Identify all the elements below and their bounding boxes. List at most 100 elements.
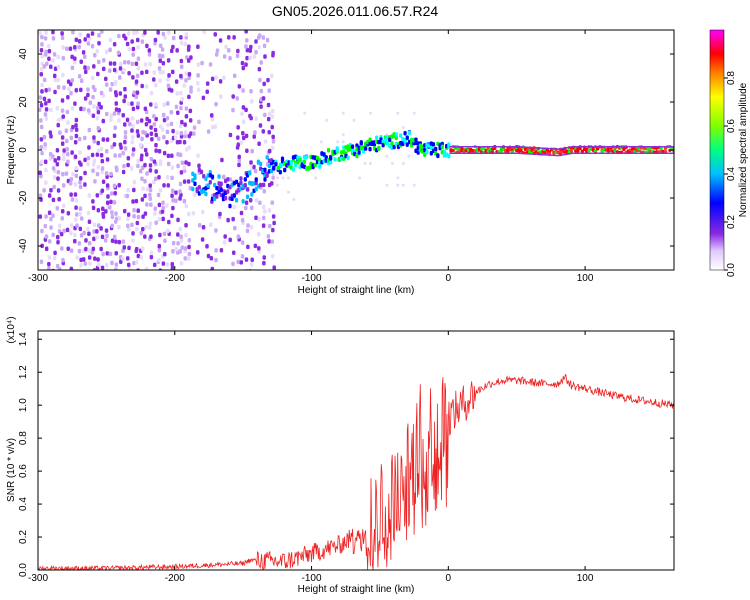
spectrogram-cell — [135, 129, 140, 134]
spectrogram-cell — [176, 232, 180, 237]
spectrogram-cell — [226, 177, 230, 182]
spectrogram-cell — [436, 153, 440, 159]
spectrogram-cell — [79, 216, 84, 221]
spectrogram-cell — [112, 111, 117, 116]
spectrogram-cell — [140, 165, 145, 170]
spectrogram-cell — [401, 162, 405, 165]
spectrogram-cell — [143, 30, 147, 35]
spectrogram-cell — [622, 152, 625, 154]
spectrogram-cell — [135, 90, 140, 95]
spectrogram-cell — [265, 37, 270, 43]
spectrogram-cell — [591, 146, 594, 148]
spectrogram-cell — [47, 255, 52, 260]
spectrogram-cell — [385, 141, 390, 146]
spectrogram-cell — [541, 153, 544, 156]
spectrogram-cell — [66, 159, 70, 164]
spectrogram-cell — [152, 159, 157, 164]
x-tick-label: 100 — [577, 573, 594, 584]
spectrogram-cell — [184, 71, 188, 76]
spectrogram-cell — [97, 33, 101, 38]
spectrogram-cell — [90, 152, 95, 158]
spectrogram-cell — [205, 81, 210, 86]
spectrogram-cell — [663, 152, 667, 154]
spectrogram-cell — [263, 54, 267, 59]
spectrogram-cell — [254, 215, 258, 221]
spectrogram-cell — [240, 240, 245, 245]
spectrogram-cell — [240, 254, 245, 259]
spectrogram-cell — [246, 223, 250, 228]
spectrogram-cell — [162, 134, 166, 140]
spectrogram-cell — [197, 119, 201, 125]
spectrogram-cell — [219, 247, 224, 253]
spectrogram-cell — [244, 30, 248, 34]
spectrogram-cell — [187, 145, 192, 150]
spectrogram-cell — [154, 220, 158, 225]
spectrogram-cell — [244, 133, 249, 139]
spectrogram-cell — [100, 158, 105, 164]
spectrogram-cell — [633, 152, 636, 154]
spectrogram-cell — [126, 216, 130, 221]
spectrogram-cell — [99, 105, 103, 110]
spectrogram-cell — [272, 165, 276, 171]
spectrogram-cell — [254, 197, 259, 203]
spectrogram-cell — [58, 130, 62, 135]
spectrogram-cell — [165, 116, 170, 121]
spectrogram-cell — [73, 182, 78, 187]
spectrogram-cell — [104, 111, 109, 117]
y-tick-label: 0.2 — [18, 530, 29, 544]
spectrogram-cell — [40, 34, 44, 40]
spectrogram-cell — [336, 140, 340, 144]
spectrogram-cell — [210, 174, 215, 180]
spectrogram-cell — [84, 238, 88, 243]
spectrogram-cell — [179, 35, 183, 40]
spectrogram-cell — [44, 88, 48, 93]
spectrogram-cell — [210, 266, 215, 270]
spectrogram-cell — [508, 146, 511, 148]
spectrogram-cell — [43, 112, 48, 117]
spectrogram-cell — [405, 135, 409, 140]
spectrogram-cell — [585, 152, 588, 154]
spectrogram-cell — [237, 158, 242, 164]
spectrogram-cell — [263, 139, 268, 144]
spectrogram-cell — [87, 127, 92, 133]
spectrogram-cell — [114, 79, 118, 85]
spectrogram-cell — [88, 100, 93, 106]
spectrogram-cell — [171, 69, 175, 75]
spectrogram-cell — [117, 239, 122, 245]
spectrogram-cell — [191, 186, 195, 192]
spectrogram-cell — [40, 42, 44, 47]
y-tick-label: 0 — [18, 147, 29, 153]
spectrogram-cell — [187, 244, 191, 250]
spectrogram-cell — [488, 152, 492, 154]
spectrogram-cell — [170, 165, 175, 170]
spectrogram-cell — [131, 152, 135, 157]
spectrogram-cell — [69, 266, 74, 270]
spectrogram-cell — [101, 206, 105, 212]
spectrogram-cell — [390, 140, 394, 146]
spectrogram-cell — [659, 146, 662, 148]
spectrogram-cell — [60, 135, 65, 140]
spectrogram-cell — [154, 148, 158, 153]
spectrogram-cell — [74, 198, 79, 203]
spectrogram-cell — [228, 132, 233, 138]
spectrogram-cell — [70, 78, 75, 83]
spectrogram-cell — [368, 137, 372, 143]
spectrogram-cell — [539, 147, 542, 149]
spectrogram-cell — [92, 222, 97, 228]
spectrogram-cell — [126, 60, 131, 65]
spectrogram-cell — [167, 30, 171, 35]
spectrogram-cell — [231, 261, 235, 267]
spectrogram-cell — [587, 152, 590, 154]
spectrogram-cell — [521, 146, 524, 148]
spectrogram-cell — [101, 57, 106, 63]
spectrogram-cell — [147, 48, 152, 53]
spectrogram-cell — [165, 129, 170, 135]
spectrogram-cell — [55, 147, 60, 153]
x-tick-label: -300 — [28, 573, 48, 584]
spectrogram-cell — [123, 130, 128, 135]
spectrogram-cell — [526, 153, 529, 155]
spectrogram-cell — [283, 167, 287, 173]
spectrogram-cell — [153, 102, 158, 107]
spectrogram-cell — [61, 152, 66, 157]
spectrogram-cell — [652, 152, 656, 154]
